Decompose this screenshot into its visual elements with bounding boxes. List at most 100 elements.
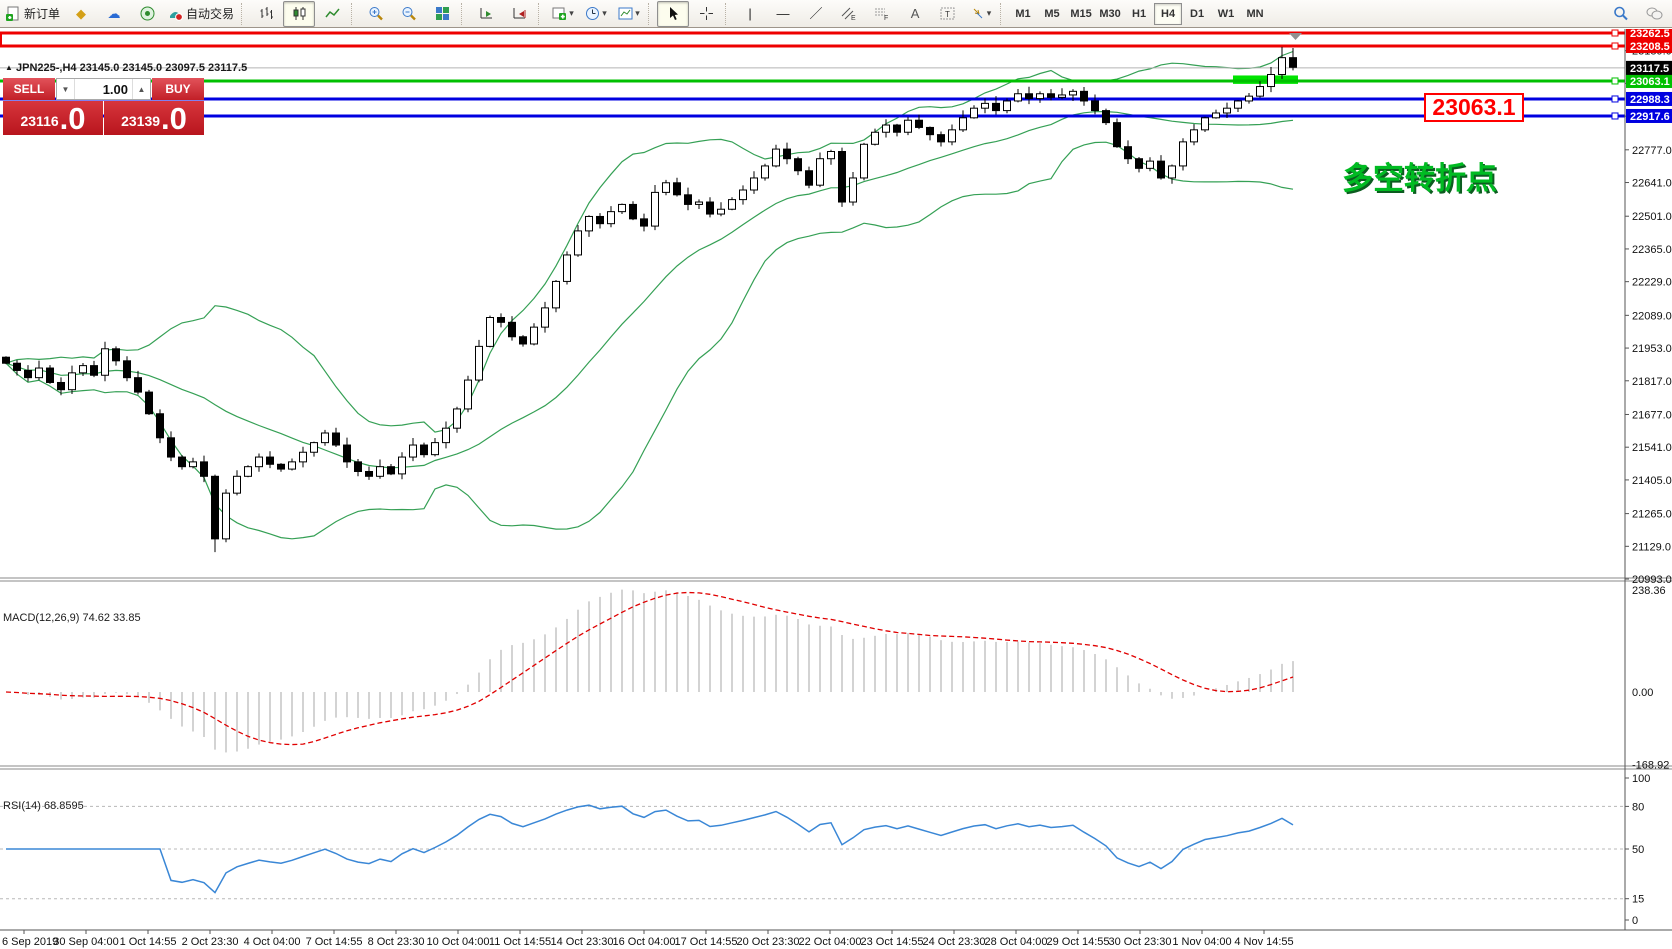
signals-icon	[140, 6, 155, 21]
tf-m5[interactable]: M5	[1044, 7, 1060, 20]
candle	[1179, 141, 1187, 167]
line-anchor[interactable]	[1611, 112, 1619, 120]
candle	[1212, 112, 1220, 119]
candle	[497, 317, 505, 323]
volume-input[interactable]: 1.00	[102, 81, 128, 97]
svg-text:22089.0: 22089.0	[1632, 310, 1672, 322]
crosshair-icon	[699, 7, 713, 20]
candle	[1014, 93, 1022, 102]
auto-scroll-button[interactable]	[470, 1, 502, 27]
candle	[541, 307, 549, 328]
line-anchor[interactable]	[1611, 29, 1619, 37]
candle	[772, 148, 780, 167]
candle	[376, 466, 384, 477]
tf-h1[interactable]: H1	[1132, 7, 1147, 20]
buy-price-box[interactable]: 23139.0	[104, 101, 204, 135]
price-axis[interactable]: 23189.023053.022917.022777.022641.022501…	[1624, 29, 1672, 930]
chart-shift-marker[interactable]	[1289, 33, 1302, 40]
search-button[interactable]	[1605, 1, 1637, 27]
cn-annotation-text[interactable]: 多空转折点	[1342, 161, 1497, 196]
line-chart-button[interactable]	[316, 1, 348, 27]
tf-m15[interactable]: M15	[1070, 7, 1092, 20]
buy-button[interactable]: BUY	[152, 78, 204, 100]
candle	[211, 475, 219, 540]
tf-d1[interactable]: D1	[1190, 7, 1205, 20]
new-order-button[interactable]: 新订单	[2, 1, 64, 27]
svg-text:22365.0: 22365.0	[1632, 244, 1672, 256]
candle	[1058, 94, 1066, 98]
bar-chart-button[interactable]	[250, 1, 282, 27]
price-callout-label[interactable]: 23063.1	[1424, 93, 1524, 122]
crosshair-tool-button[interactable]	[690, 1, 722, 27]
chart-shift-button[interactable]	[503, 1, 535, 27]
text-tool[interactable]: A	[899, 1, 931, 27]
candle	[937, 134, 945, 143]
arrows-dropdown[interactable]: ▾	[965, 1, 997, 27]
trendline-tool[interactable]: ／	[800, 1, 832, 27]
svg-text:100: 100	[1632, 773, 1650, 785]
candle	[101, 348, 109, 376]
volume-up-button[interactable]: ▲	[132, 79, 150, 99]
svg-text:23063.1: 23063.1	[1630, 76, 1670, 88]
indicators-icon	[618, 7, 633, 20]
fibonacci-tool[interactable]: F	[866, 1, 898, 27]
candle	[1278, 57, 1286, 76]
new-chart-dropdown[interactable]: ▾	[547, 1, 579, 27]
candle	[1245, 95, 1253, 102]
tf-m1[interactable]: M1	[1015, 7, 1031, 20]
market-button[interactable]: ☁	[98, 1, 130, 27]
chat-button[interactable]	[1638, 1, 1670, 27]
symbol-header: ▲ JPN225-,H4 23145.0 23145.0 23097.5 231…	[5, 62, 247, 74]
sell-price-box[interactable]: 23116.0	[3, 101, 103, 135]
sell-button[interactable]: SELL	[3, 78, 55, 100]
new-order-icon	[6, 6, 19, 21]
zoom-in-button[interactable]	[360, 1, 392, 27]
price-badge	[1626, 108, 1672, 123]
volume-down-button[interactable]: ▼	[57, 79, 75, 99]
svg-text:24 Oct 23:30: 24 Oct 23:30	[923, 936, 986, 948]
zoom-out-button[interactable]	[393, 1, 425, 27]
channel-tool[interactable]: E	[833, 1, 865, 27]
candle	[420, 444, 428, 456]
candle	[310, 442, 318, 453]
tf-m30[interactable]: M30	[1099, 7, 1121, 20]
candle	[222, 492, 230, 540]
candle	[79, 365, 87, 374]
signals-button[interactable]	[131, 1, 163, 27]
line-chart-icon	[324, 8, 340, 18]
candle	[1146, 160, 1154, 169]
svg-text:17 Oct 14:55: 17 Oct 14:55	[675, 936, 738, 948]
line-anchor[interactable]	[1611, 42, 1619, 50]
line-anchor[interactable]	[1611, 95, 1619, 103]
tf-w1[interactable]: W1	[1217, 7, 1235, 20]
zoom-in-icon	[369, 6, 383, 20]
tf-mn[interactable]: MN	[1246, 7, 1264, 20]
svg-text:21405.0: 21405.0	[1632, 475, 1672, 487]
cursor-tool-button[interactable]	[657, 0, 690, 27]
auto-trading-button[interactable]: 自动交易	[164, 1, 238, 27]
label-tool[interactable]: T	[932, 1, 964, 27]
candle	[695, 201, 703, 205]
tile-windows-button[interactable]	[426, 1, 458, 27]
candlestick-chart-button[interactable]	[283, 0, 316, 27]
collapse-triangle-icon[interactable]: ▲	[5, 63, 13, 72]
horizontal-line-tool[interactable]: —	[767, 1, 799, 27]
line-anchor[interactable]	[1611, 77, 1619, 85]
tf-h4[interactable]: H4	[1154, 2, 1183, 25]
indicators-dropdown[interactable]: ▾	[613, 1, 645, 27]
svg-text:E: E	[851, 15, 856, 21]
chart-area[interactable]: 23189.023053.022917.022777.022641.022501…	[0, 29, 1672, 949]
candle	[200, 461, 208, 477]
profiles-dropdown[interactable]: ▾	[580, 1, 612, 27]
svg-text:21677.0: 21677.0	[1632, 409, 1672, 421]
svg-text:22988.3: 22988.3	[1630, 94, 1670, 106]
candle	[233, 475, 241, 494]
metaeditor-button[interactable]: ◆	[65, 1, 97, 27]
candle	[189, 461, 197, 468]
dropdown-caret: ▾	[569, 8, 574, 18]
candlestick-chart-icon	[293, 7, 306, 20]
svg-text:21817.0: 21817.0	[1632, 376, 1672, 388]
vertical-line-tool[interactable]: |	[734, 1, 766, 27]
